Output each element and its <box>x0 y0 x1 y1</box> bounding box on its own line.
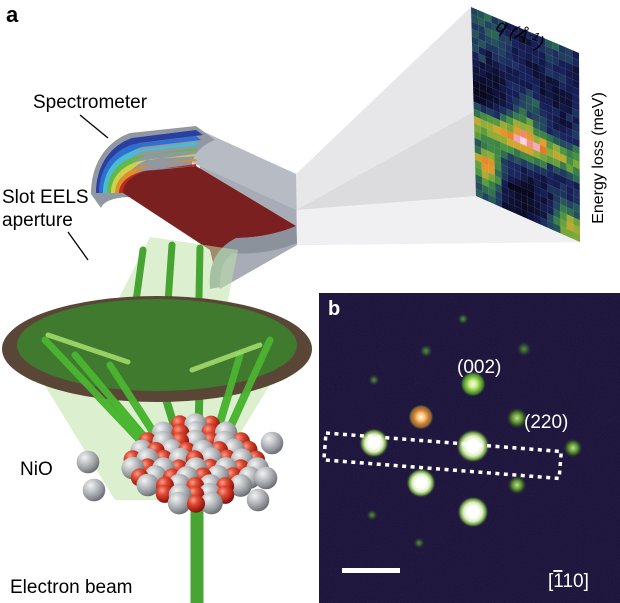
svg-text:a: a <box>6 2 19 27</box>
svg-text:[110]: [110] <box>548 571 589 592</box>
svg-text:b: b <box>328 298 340 320</box>
svg-text:NiO: NiO <box>20 459 53 480</box>
svg-text:Slot EELS: Slot EELS <box>2 187 89 208</box>
svg-text:(220): (220) <box>524 412 568 433</box>
svg-text:(002): (002) <box>457 357 501 378</box>
svg-text:Spectrometer: Spectrometer <box>33 92 148 113</box>
svg-text:Energy loss (meV): Energy loss (meV) <box>590 92 607 224</box>
svg-text:Electron beam: Electron beam <box>10 577 133 598</box>
svg-text:aperture: aperture <box>2 210 73 231</box>
